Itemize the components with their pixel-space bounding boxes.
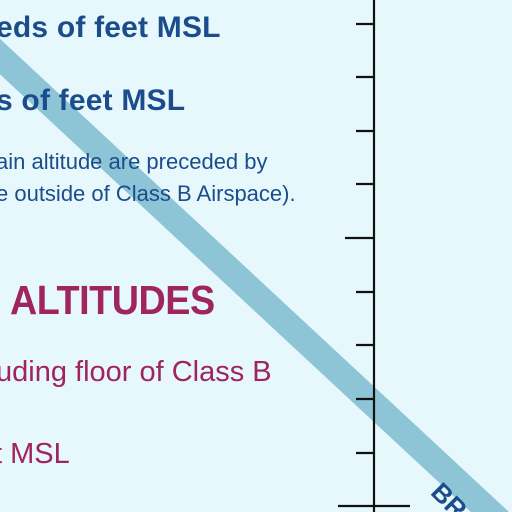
legend-line-msl: t MSL [0,438,70,470]
legend-line-feet-msl: s of feet MSL [0,84,186,117]
legend-line-terrain-altitude: ain altitude are preceded by [0,149,268,174]
legend-line-class-b-floor: uding floor of Class B [0,356,272,388]
legend-line-class-b-outside: e outside of Class B Airspace). [0,181,296,206]
altitudes-heading: ALTITUDES [10,277,215,323]
scale-ticks [338,22,410,508]
route-band [0,38,509,512]
legend-line-hundreds-feet: eds of feet MSL [0,11,221,44]
